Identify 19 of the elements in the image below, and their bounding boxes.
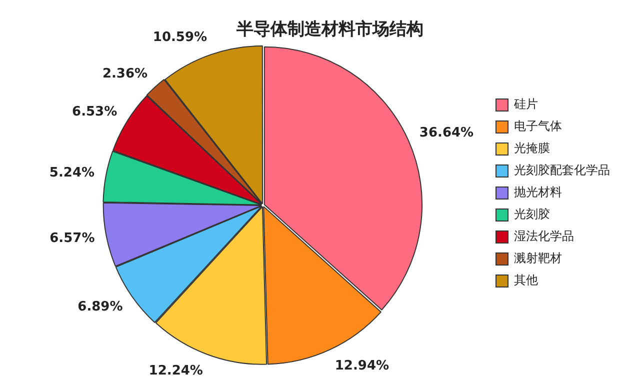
data-label: 5.24%: [49, 165, 95, 180]
legend-label: 其他: [514, 273, 538, 288]
data-label: 6.57%: [50, 230, 95, 246]
data-label: 6.89%: [78, 299, 123, 314]
data-label: 36.64%: [419, 125, 474, 140]
data-label: 6.53%: [72, 104, 118, 120]
legend-label: 光刻胶配套化学品: [514, 163, 610, 178]
legend-label: 湿法化学品: [514, 229, 574, 244]
legend-label: 硅片: [513, 97, 538, 112]
chart-title: 半导体制造材料市场结构: [236, 20, 424, 40]
legend-label: 光刻胶: [514, 207, 550, 222]
legend-label: 电子气体: [514, 119, 562, 134]
data-label: 10.59%: [152, 30, 208, 45]
legend-label: 抛光材料: [514, 185, 562, 200]
legend-label: 光掩膜: [514, 141, 550, 156]
data-label: 2.36%: [102, 66, 148, 82]
data-label: 12.94%: [334, 358, 390, 374]
data-label: 12.24%: [148, 364, 203, 379]
legend-label: 溅射靶材: [514, 251, 562, 266]
